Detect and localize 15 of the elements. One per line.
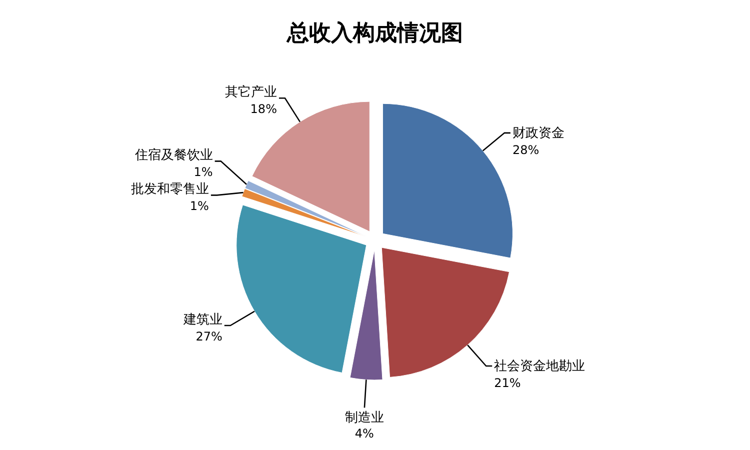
slice-label: 社会资金地勘业 [494,359,586,374]
slice-label: 批发和零售业 [130,182,209,198]
data-label: 28% [512,142,540,157]
slice-label: 建筑业 [182,312,222,328]
slice-label: 制造业 [344,410,384,426]
data-label: 1% [194,165,213,180]
data-label: 18% [250,102,277,116]
slice-label: 财政资金 [512,126,564,141]
data-label: 27% [196,330,222,344]
chart-title: 总收入构成情况图 [286,21,463,46]
data-label: 1% [190,199,209,214]
data-label: 4% [354,426,374,441]
data-label: 21% [494,376,521,390]
slice-label: 住宿及餐饮业 [134,147,213,164]
slice-label: 其它产业 [224,84,277,100]
